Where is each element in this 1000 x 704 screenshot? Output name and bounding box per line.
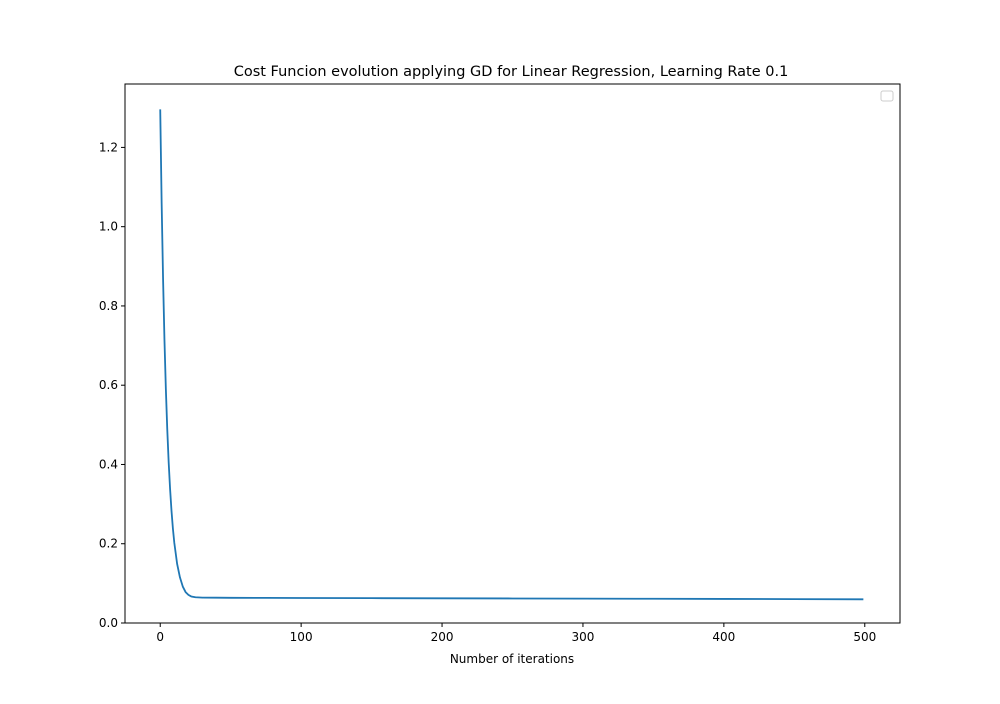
- chart-title: Cost Funcion evolution applying GD for L…: [234, 64, 789, 80]
- x-tick-label: 400: [712, 630, 735, 644]
- x-tick-label: 200: [431, 630, 454, 644]
- cost-series-line: [159, 109, 864, 601]
- x-tick-label: 0: [156, 630, 164, 644]
- legend-box: [880, 90, 894, 102]
- axes-frame: [124, 83, 901, 624]
- plot-area: 0 100 200 300 400 500 0.0 0.2 0.4 0.6 0.8 1.0 1.2: [99, 83, 901, 644]
- y-tick-label: 0.2: [99, 537, 118, 551]
- y-tick-label: 1.0: [99, 220, 118, 234]
- x-axis: 0 100 200 300 400 500: [156, 623, 876, 644]
- series-layer: [159, 109, 864, 601]
- x-tick-label: 300: [572, 630, 595, 644]
- y-tick-label: 0.4: [99, 457, 118, 471]
- y-tick-label: 0.6: [99, 378, 118, 392]
- y-tick-label: 0.0: [99, 616, 118, 630]
- y-axis: 0.0 0.2 0.4 0.6 0.8 1.0 1.2: [99, 140, 125, 630]
- x-tick-label: 500: [853, 630, 876, 644]
- y-tick-label: 0.8: [99, 299, 118, 313]
- y-tick-label: 1.2: [99, 140, 118, 154]
- x-axis-label: Number of iterations: [450, 652, 574, 666]
- x-tick-label: 100: [290, 630, 313, 644]
